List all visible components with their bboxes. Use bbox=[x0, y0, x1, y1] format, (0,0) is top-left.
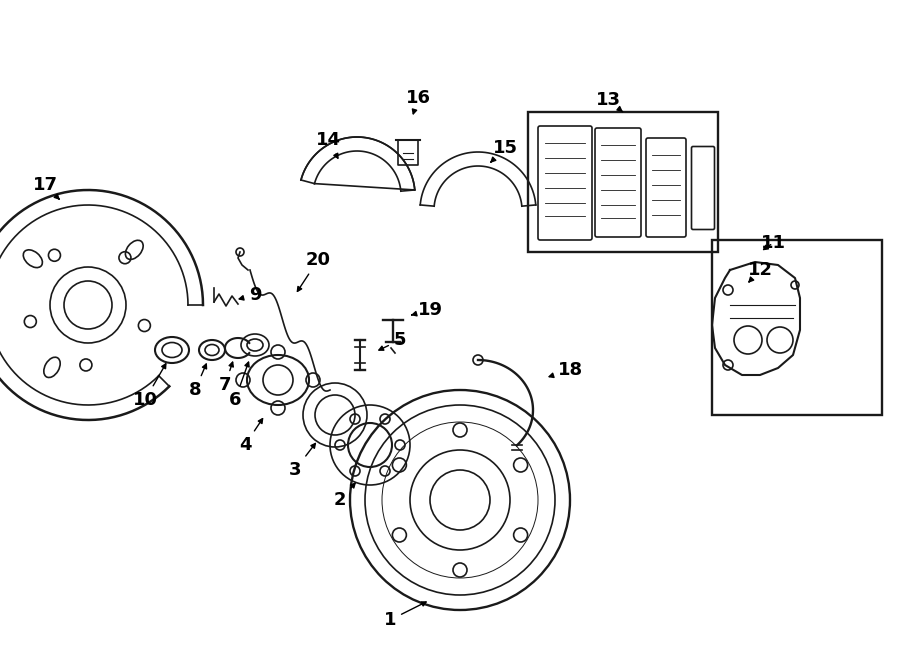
Text: 5: 5 bbox=[379, 331, 406, 350]
Text: 7: 7 bbox=[219, 362, 233, 394]
Text: 6: 6 bbox=[229, 362, 249, 409]
Text: 8: 8 bbox=[189, 364, 206, 399]
Bar bbox=[528, 112, 718, 252]
Text: 3: 3 bbox=[289, 444, 315, 479]
Text: 1: 1 bbox=[383, 602, 426, 629]
Text: 14: 14 bbox=[316, 131, 340, 158]
Text: 12: 12 bbox=[748, 261, 772, 282]
Text: 10: 10 bbox=[132, 364, 166, 409]
Text: 20: 20 bbox=[297, 251, 330, 292]
Bar bbox=[712, 240, 882, 415]
Text: 19: 19 bbox=[411, 301, 443, 319]
Text: 17: 17 bbox=[32, 176, 59, 199]
Text: 16: 16 bbox=[406, 89, 430, 114]
Text: 2: 2 bbox=[334, 483, 356, 509]
Text: 9: 9 bbox=[239, 286, 261, 304]
Text: 4: 4 bbox=[238, 418, 263, 454]
Text: 18: 18 bbox=[549, 361, 582, 379]
Text: 11: 11 bbox=[760, 234, 786, 252]
Text: 15: 15 bbox=[491, 139, 518, 162]
Text: 13: 13 bbox=[596, 91, 623, 112]
